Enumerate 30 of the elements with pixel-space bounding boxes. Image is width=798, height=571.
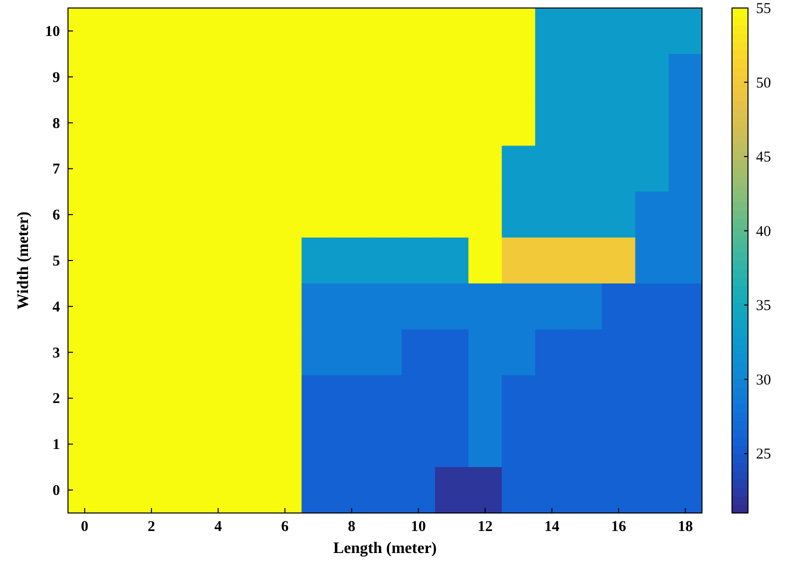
y-tick-label: 0 [52, 483, 60, 500]
color-bar-label: 25 [756, 446, 771, 463]
x-tick-label: 16 [611, 519, 627, 535]
y-tick-label: 5 [52, 254, 60, 270]
x-tick-label: 8 [348, 519, 356, 535]
y-tick-label: 6 [52, 208, 60, 224]
color-bar-label: 40 [756, 224, 771, 240]
x-tick-label: 6 [281, 519, 290, 535]
x-tick-label: 14 [544, 519, 560, 535]
y-tick-label: 2 [52, 391, 60, 408]
y-tick-label: 10 [45, 24, 60, 40]
x-tick-label: 10 [410, 519, 426, 535]
y-tick-label: 1 [52, 437, 60, 454]
color-bar-label: 45 [756, 150, 771, 166]
y-axis-title: Width (meter) [15, 212, 32, 310]
y-tick-label: 3 [52, 345, 60, 362]
color-bar-label: 35 [756, 298, 771, 314]
color-bar-label: 55 [756, 1, 771, 17]
x-tick-label: 18 [678, 519, 693, 535]
y-tick-label: 4 [52, 299, 60, 316]
x-tick-label: 12 [478, 519, 493, 535]
y-tick-label: 7 [52, 162, 60, 178]
y-tick-label: 8 [52, 116, 60, 132]
color-bar-label: 30 [756, 372, 771, 388]
x-tick-label: 0 [80, 519, 88, 535]
x-tick-label: 4 [214, 519, 222, 535]
color-bar-label: 50 [756, 75, 771, 92]
y-tick-label: 9 [52, 70, 60, 86]
x-tick-label: 2 [148, 519, 156, 535]
x-axis-title: Length (meter) [333, 540, 437, 557]
